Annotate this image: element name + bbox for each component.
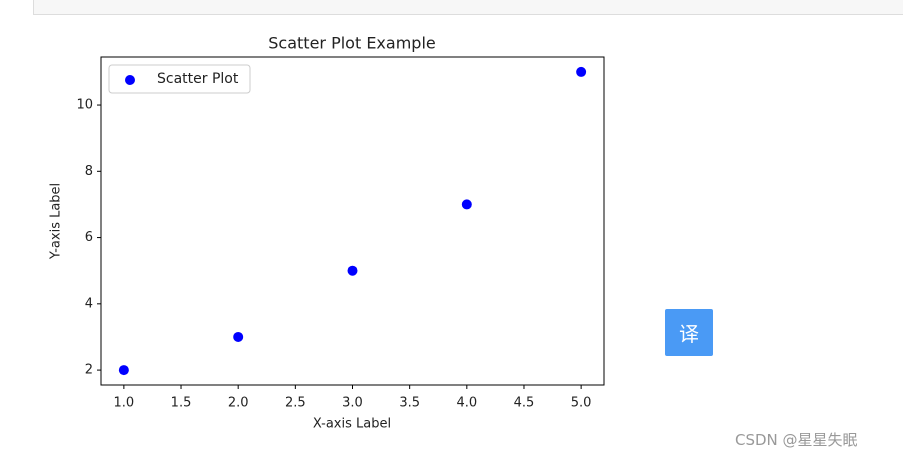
x-axis-label: X-axis Label — [313, 417, 391, 432]
scatter-point — [576, 66, 587, 77]
legend-box — [108, 64, 251, 94]
legend-marker — [125, 75, 135, 85]
chart: Scatter Plot Example X-axis Label Y-axis… — [49, 34, 605, 432]
legend-label: Scatter Plot — [157, 71, 239, 87]
y-tick-label: 10 — [76, 98, 93, 113]
y-tick-label: 4 — [85, 296, 93, 311]
x-tick-label: 1.5 — [171, 396, 192, 411]
x-tick-label: 2.5 — [285, 396, 306, 411]
chart-title: Scatter Plot Example — [268, 34, 435, 53]
y-tick-label: 8 — [85, 164, 93, 179]
top-bar — [33, 0, 903, 15]
plot-frame — [100, 56, 605, 386]
y-axis-label: Y-axis Label — [49, 183, 64, 260]
x-tick-label: 5.0 — [571, 396, 592, 411]
x-tick-label: 2.0 — [228, 396, 249, 411]
x-tick-label: 4.0 — [456, 396, 477, 411]
y-tick-label: 6 — [85, 230, 93, 245]
scatter-point — [461, 199, 472, 210]
x-tick-label: 1.0 — [114, 396, 135, 411]
scatter-point — [347, 265, 358, 276]
y-tick-label: 2 — [85, 363, 93, 378]
translate-button[interactable]: 译 — [665, 309, 713, 356]
watermark: CSDN @星星失眠 — [735, 431, 858, 449]
x-tick-label: 3.0 — [342, 396, 363, 411]
scatter-point — [118, 365, 129, 376]
scatter-point — [233, 331, 244, 342]
x-tick-label: 3.5 — [399, 396, 420, 411]
x-tick-label: 4.5 — [514, 396, 535, 411]
